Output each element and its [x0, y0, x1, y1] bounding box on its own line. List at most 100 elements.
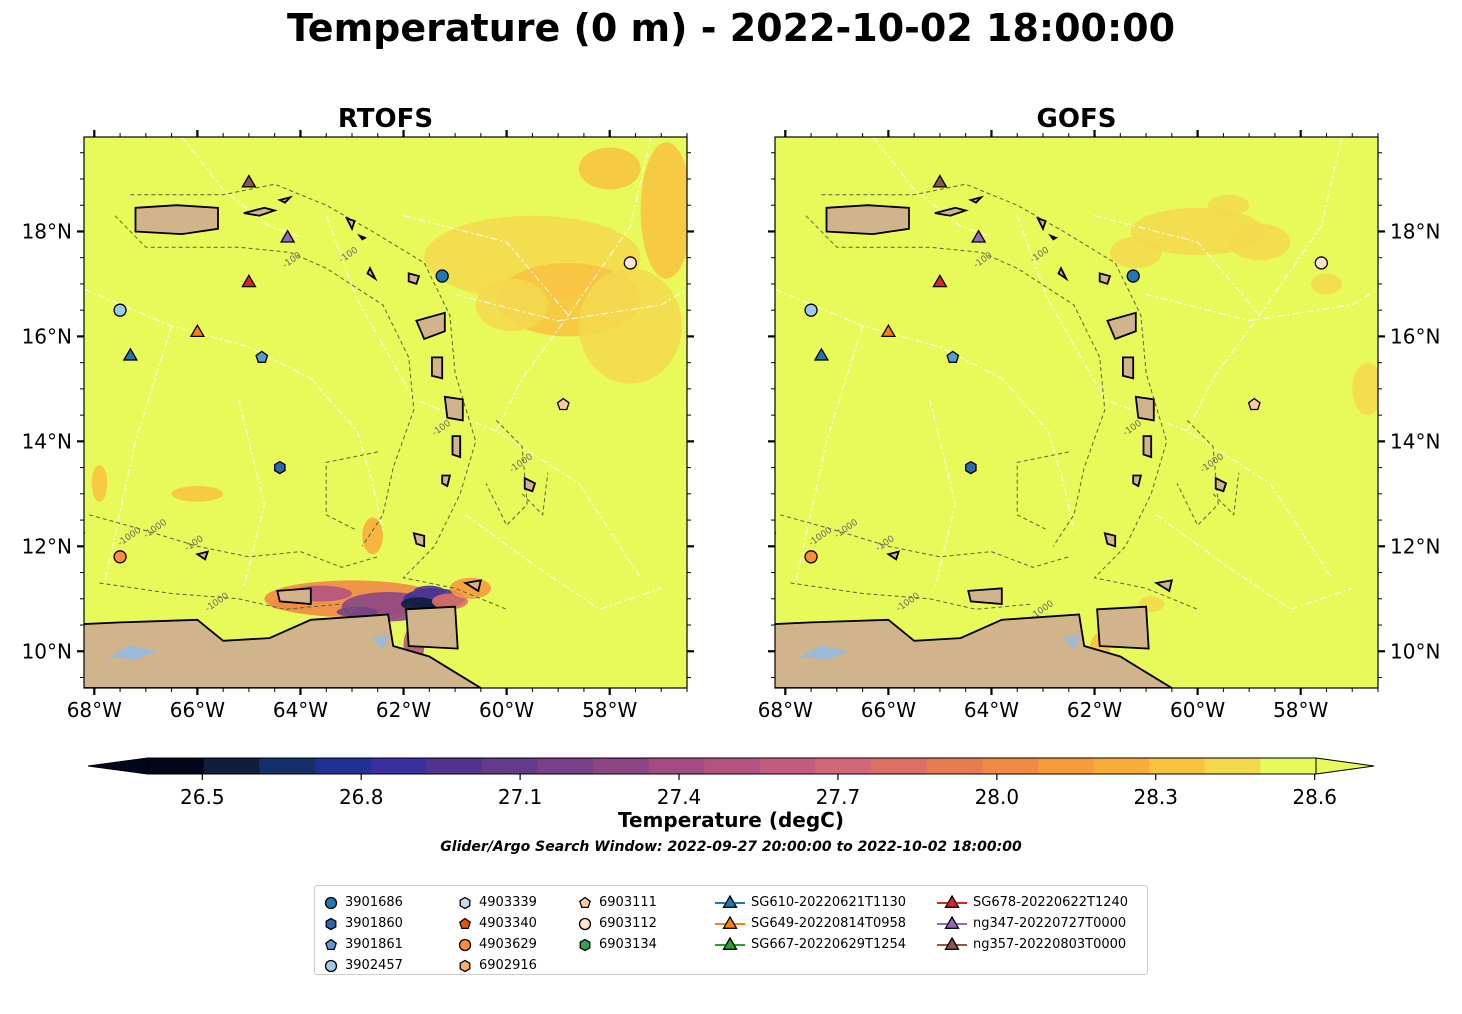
lat-tick-label: 12°N — [1390, 534, 1440, 558]
legend-triangle — [722, 915, 738, 929]
colorbar-bin — [370, 758, 427, 774]
island — [1103, 531, 1117, 548]
warm-water-patch — [1228, 223, 1291, 261]
obs-marker-3901860 — [274, 460, 286, 475]
island — [443, 395, 464, 422]
obs-marker-3901861 — [946, 350, 960, 363]
legend-entry: SG649-20220814T0958 — [715, 913, 906, 934]
lat-tick-label: 18°N — [22, 219, 72, 243]
island — [195, 550, 210, 561]
river-plume-patch — [413, 585, 445, 597]
obs-marker-6903112 — [623, 256, 637, 270]
lake — [108, 645, 158, 660]
island — [462, 579, 482, 593]
island — [276, 587, 312, 605]
legend-symbol — [579, 938, 591, 951]
legend-marker-icon — [578, 917, 592, 930]
legend-label: 4903629 — [479, 937, 537, 952]
legend-label: SG649-20220814T0958 — [751, 916, 907, 931]
legend-marker-icon — [715, 936, 745, 950]
eez-boundary — [795, 325, 864, 584]
legend-marker-icon — [324, 896, 338, 909]
legend-label: ng347-20220727T0000 — [973, 916, 1127, 931]
island — [366, 266, 378, 282]
legend-label: 3901686 — [345, 895, 403, 910]
island — [1048, 233, 1058, 241]
legend-entry: 3901861 — [323, 934, 403, 955]
river-plume-patch — [431, 593, 468, 610]
obs-marker-3901686 — [435, 269, 449, 283]
eez-boundary — [872, 137, 992, 238]
mainland — [84, 613, 483, 688]
obs-marker-SG649-20220814T0958 — [189, 323, 206, 338]
legend-entry: 4903629 — [457, 934, 537, 955]
legend-symbol — [458, 938, 472, 951]
island — [243, 206, 278, 217]
legend-triangle — [722, 936, 738, 950]
obs-marker-ng347-20220727T0000 — [279, 229, 296, 243]
legend-entry: 4903340 — [457, 913, 537, 934]
legend-symbol — [459, 917, 471, 929]
legend-marker-icon — [459, 896, 471, 909]
isobath-contour — [821, 183, 1198, 610]
obs-marker-4903629 — [113, 550, 127, 564]
legend-marker-icon — [325, 938, 337, 950]
eez-boundary — [1016, 215, 1333, 579]
legend-entry: 6902916 — [457, 955, 537, 976]
lon-tick-label: 62°W — [376, 698, 431, 722]
isobath-contour — [130, 183, 507, 610]
legend-entry: 4903339 — [457, 892, 537, 913]
legend-column: SG610-20220621T1130 SG649-20220814T0958 SG… — [715, 892, 906, 955]
panel-frame — [774, 136, 1379, 689]
island — [1142, 435, 1153, 459]
obs-marker-SG649-20220814T0958 — [880, 323, 897, 338]
legend-label: SG667-20220629T1254 — [751, 937, 907, 952]
obs-marker-ng347-20220727T0000 — [970, 229, 987, 243]
legend-label: SG678-20220622T1240 — [973, 895, 1129, 910]
colorbar-bin — [926, 758, 983, 774]
obs-marker-SG678-20220622T1240 — [932, 273, 948, 288]
obs-marker-3902457 — [113, 303, 127, 317]
legend-marker-icon — [937, 894, 967, 908]
lat-tick-label: 18°N — [1390, 219, 1440, 243]
island — [415, 311, 446, 341]
legend-label: 3902457 — [345, 958, 403, 973]
obs-marker-SG678-20220622T1240 — [241, 273, 257, 288]
legend-column: SG678-20220622T1240 ng347-20220727T0000 ng… — [937, 892, 1128, 955]
legend-symbol — [459, 959, 471, 972]
legend-marker-icon — [937, 936, 967, 950]
obs-marker-SG610-20220621T1130 — [813, 347, 830, 361]
eez-boundary — [1156, 514, 1353, 610]
panel-frame — [83, 136, 688, 689]
isobath-contour — [89, 514, 378, 568]
legend-symbol — [579, 896, 591, 908]
map-area: -100-100-1000-1000-100-1000 -1000-100-100… — [84, 137, 687, 688]
eez-boundary — [465, 514, 662, 610]
legend-marker-icon — [459, 959, 471, 972]
lon-tick-label: 66°W — [170, 698, 225, 722]
obs-marker-3902457 — [804, 303, 818, 317]
lat-tick-label: 10°N — [22, 639, 72, 663]
lon-tick-label: 68°W — [67, 698, 122, 722]
warm-water-patch — [475, 278, 548, 332]
map-area: -100-100-1000-1000-100-1000 -1000-100-100… — [775, 137, 1378, 688]
legend-column: 3901686 3901860 3901861 3902457 — [323, 892, 403, 976]
island — [405, 605, 459, 650]
main-title: Temperature (0 m) - 2022-10-02 18:00:00 — [286, 6, 1176, 50]
warm-water-patch — [1207, 194, 1250, 216]
legend-marker-icon — [579, 938, 591, 951]
legend-label: SG610-20220621T1130 — [751, 895, 907, 910]
colorbar-bin — [314, 758, 372, 774]
legend-symbol — [325, 938, 337, 950]
legend-label: 6903134 — [599, 937, 657, 952]
colorbar-bin — [1037, 758, 1095, 774]
lat-tick-label: 14°N — [1390, 429, 1440, 453]
isobath-contour — [485, 420, 528, 527]
legend-label: 6903111 — [599, 895, 657, 910]
island — [412, 531, 426, 548]
legend-symbol — [578, 917, 592, 930]
lat-tick-label: 16°N — [22, 324, 72, 348]
legend-label: 3901860 — [345, 916, 403, 931]
legend-column: 6903111 6903112 6903134 — [577, 892, 657, 955]
